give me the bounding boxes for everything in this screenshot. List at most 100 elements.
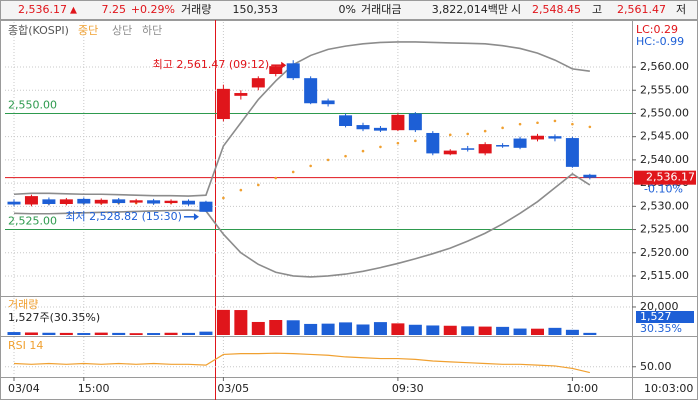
x-tick-label: 10:00 <box>566 382 598 395</box>
volume-bar <box>129 333 143 335</box>
legend-entry: 중단 <box>78 24 98 37</box>
price-sublabel: -0.10% <box>644 183 683 196</box>
panel-name: RSI 14 <box>8 339 43 352</box>
volume-bar <box>339 322 353 335</box>
label: 고 <box>592 3 602 16</box>
annotation: 최고 2,561.47 (09:12) <box>153 58 270 71</box>
time-label: 10:03:00 <box>644 382 693 395</box>
pct: +0.29% <box>131 3 175 16</box>
y-tick-label: 2,530.00 <box>640 199 689 212</box>
volume-bar <box>286 320 300 335</box>
open: 2,548.45 <box>532 3 581 16</box>
band-dot <box>501 126 504 130</box>
volume-bar <box>461 326 475 335</box>
arrow: ▲ <box>70 6 77 16</box>
volume-bar <box>391 323 405 335</box>
candle-body <box>513 138 527 148</box>
band-dot <box>414 139 417 143</box>
legend-name: 종합(KOSPI) <box>8 24 69 37</box>
band-dot <box>536 121 539 125</box>
candle-body <box>42 199 56 204</box>
candle-body <box>321 100 335 105</box>
candle-body <box>373 127 387 131</box>
band-dot <box>239 188 243 192</box>
legend-entry: 상단 <box>112 24 132 37</box>
band-dot <box>274 176 278 180</box>
candle-body <box>59 199 73 204</box>
current-label: 1,527 <box>640 310 672 323</box>
panel-info: 1,527주(30.35%) <box>8 311 100 324</box>
band-dot <box>291 170 295 174</box>
label: 저 <box>676 3 686 16</box>
volume-bar <box>24 332 38 335</box>
band-dot <box>448 133 452 137</box>
candle-body <box>251 78 265 88</box>
candle-body <box>426 132 440 154</box>
volume-bar <box>182 332 195 335</box>
reference-label: 2,550.00 <box>8 98 57 111</box>
y-tick-label: 2,525.00 <box>640 223 689 236</box>
candle-body <box>391 114 405 131</box>
volume-bar <box>59 332 73 335</box>
band-dot <box>326 158 330 162</box>
amount: 3,822,014백만 <box>432 3 508 16</box>
candle-body <box>583 174 597 178</box>
candle-body <box>94 199 108 204</box>
candle-body <box>216 88 230 120</box>
y-tick-label: 2,540.00 <box>640 153 689 166</box>
y-tick-label: 2,550.00 <box>640 106 689 119</box>
candle-body <box>129 200 143 203</box>
band-dot <box>483 129 487 133</box>
volume-bar <box>304 323 318 335</box>
volume: 150,353 <box>233 3 279 16</box>
candle-body <box>461 148 475 150</box>
indicator: HC:-0.99 <box>636 35 684 48</box>
volume-bar <box>164 332 178 335</box>
volume-bar <box>478 326 492 335</box>
price-box <box>634 170 696 185</box>
x-tick-label: 03/04 <box>8 382 40 395</box>
band-dot <box>553 119 557 123</box>
candle-body <box>356 125 370 130</box>
rsi-line <box>13 352 590 374</box>
candle-body <box>199 201 213 212</box>
volume-bar <box>321 323 335 335</box>
annotation: 최저 2,528.82 (15:30) <box>65 210 182 223</box>
candle-body <box>339 115 353 126</box>
volume-bar <box>513 328 527 335</box>
price-label: 2,536.17 <box>646 171 695 184</box>
candle-body <box>164 200 178 204</box>
volume-bar <box>94 332 108 335</box>
volume-bar <box>216 309 230 335</box>
band-dot <box>222 196 225 200</box>
current-sublabel: 30.35% <box>640 322 682 335</box>
candle-body <box>234 93 248 96</box>
volume-bar <box>77 333 91 335</box>
volume-bar <box>199 331 213 335</box>
panel-name: 거래량 <box>8 298 38 311</box>
candle-body <box>147 200 161 204</box>
arrow-head <box>193 213 199 221</box>
y-tick-label: 2,515.00 <box>640 269 689 282</box>
candle-body <box>77 198 91 204</box>
band-dot <box>361 149 365 153</box>
volume-bar <box>373 322 387 335</box>
x-tick-label: 15:00 <box>78 382 110 395</box>
arrow-head <box>281 61 287 69</box>
volume-bar <box>251 321 265 335</box>
y-tick-label: 2,555.00 <box>640 83 689 96</box>
legend-entry: 하단 <box>142 23 162 37</box>
volume-bar <box>583 332 597 335</box>
band-dot <box>344 154 347 158</box>
change: 7.25 <box>102 3 127 16</box>
candle-body <box>182 200 195 205</box>
candle-body <box>548 136 562 139</box>
volume-bar <box>443 325 457 335</box>
y-tick-label: 50.00 <box>640 360 672 373</box>
x-tick-label: 03/05 <box>217 382 249 395</box>
band-line <box>13 172 591 278</box>
candle-body <box>304 78 318 104</box>
volume-bar <box>269 320 283 335</box>
band-dot <box>466 132 470 136</box>
